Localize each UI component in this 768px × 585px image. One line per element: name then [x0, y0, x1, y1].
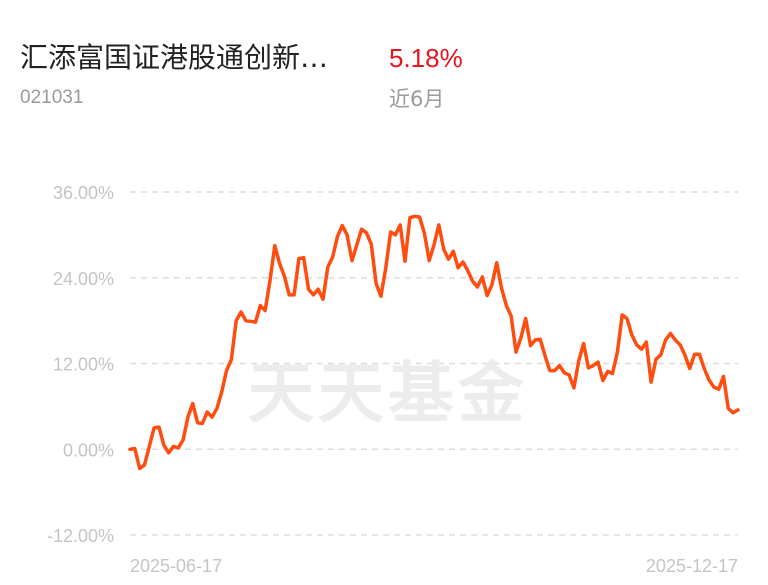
x-tick-label: 2025-06-17 — [130, 556, 222, 576]
y-axis-ticks: 36.00% 24.00% 12.00% 0.00% -12.00% — [47, 183, 114, 546]
series-group — [128, 214, 740, 471]
x-axis-ticks: 2025-06-17 2025-12-17 — [130, 556, 738, 576]
series-line — [128, 214, 740, 471]
y-tick-label: 36.00% — [53, 183, 114, 203]
y-tick-label: 0.00% — [63, 440, 114, 460]
fund-code: 021031 — [20, 87, 84, 108]
y-tick-label: 12.00% — [53, 355, 114, 375]
period-return: 5.18% — [389, 43, 463, 73]
y-tick-label: 24.00% — [53, 269, 114, 289]
x-tick-label: 2025-12-17 — [646, 556, 738, 576]
period-label: 近6月 — [389, 87, 445, 111]
watermark: 天天基金 — [248, 355, 528, 432]
y-tick-label: -12.00% — [47, 526, 114, 546]
fund-name: 汇添富国证港股通创新… — [20, 41, 329, 74]
